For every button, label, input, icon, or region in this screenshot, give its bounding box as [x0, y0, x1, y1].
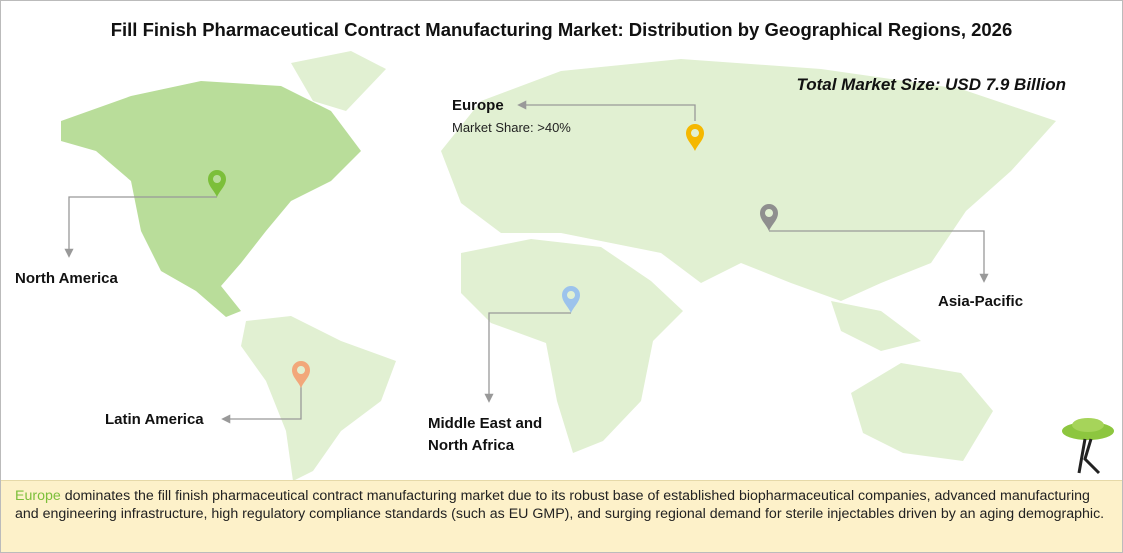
total-market-size: Total Market Size: USD 7.9 Billion — [796, 75, 1066, 94]
map — [61, 51, 1114, 481]
region-label: Asia-Pacific — [938, 293, 1024, 310]
region-label: Latin America — [105, 411, 204, 428]
footer-text: dominates the fill finish pharmaceutical… — [15, 488, 1105, 522]
land — [241, 51, 1056, 481]
north-america — [61, 81, 361, 317]
title: Fill Finish Pharmaceutical Contract Manu… — [110, 19, 1013, 40]
region-label: North America — [15, 270, 118, 287]
region-detail: Market Share: >40% — [452, 120, 571, 135]
region-label: Middle East and North Africa — [428, 415, 543, 454]
connectors — [64, 100, 989, 424]
highlight: Europe — [15, 488, 61, 504]
logo — [1062, 418, 1114, 475]
region-label: Europe — [452, 97, 504, 114]
footer-note: Europe dominates the fill finish pharmac… — [1, 480, 1122, 552]
